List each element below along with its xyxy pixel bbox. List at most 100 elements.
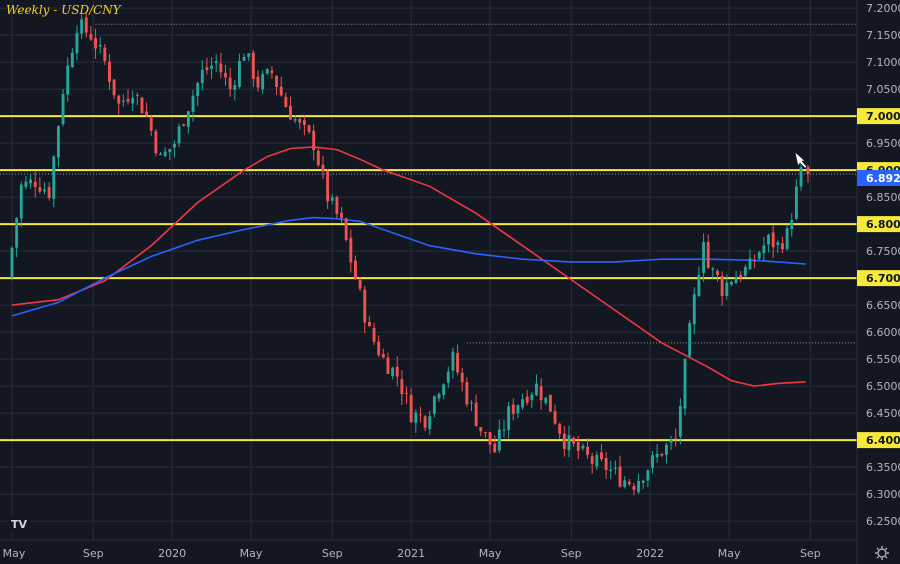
candle-117[interactable] <box>553 404 557 425</box>
candle-154[interactable] <box>725 274 729 300</box>
candle-132[interactable] <box>623 476 627 489</box>
candle-52[interactable] <box>251 50 255 87</box>
candle-10[interactable] <box>56 125 60 168</box>
candle-82[interactable] <box>391 366 395 380</box>
candle-88[interactable] <box>419 406 422 423</box>
candle-153[interactable] <box>720 271 724 306</box>
candle-20[interactable] <box>103 44 107 65</box>
candle-67[interactable] <box>321 156 325 179</box>
candle-33[interactable] <box>163 147 167 158</box>
candle-66[interactable] <box>316 147 320 168</box>
candle-57[interactable] <box>275 75 278 95</box>
candle-145[interactable] <box>683 358 687 416</box>
candle-25[interactable] <box>126 89 130 105</box>
candle-37[interactable] <box>182 123 186 127</box>
candle-83[interactable] <box>395 356 399 387</box>
candle-43[interactable] <box>210 57 214 79</box>
candle-94[interactable] <box>446 366 450 389</box>
candle-124[interactable] <box>586 438 589 459</box>
candle-116[interactable] <box>548 394 552 412</box>
candle-144[interactable] <box>678 398 682 445</box>
candle-122[interactable] <box>576 435 580 460</box>
candle-109[interactable] <box>516 404 520 419</box>
candle-119[interactable] <box>562 425 566 457</box>
candle-6[interactable] <box>38 176 42 194</box>
candle-72[interactable] <box>344 217 348 242</box>
candle-46[interactable] <box>224 64 227 86</box>
candle-167[interactable] <box>785 224 789 251</box>
candle-105[interactable] <box>497 419 501 454</box>
candle-1[interactable] <box>15 217 19 258</box>
candle-35[interactable] <box>173 140 176 158</box>
candle-68[interactable] <box>326 169 330 209</box>
candle-107[interactable] <box>507 402 511 439</box>
candle-123[interactable] <box>581 443 585 451</box>
candle-161[interactable] <box>757 250 761 261</box>
candle-113[interactable] <box>535 374 538 397</box>
candle-162[interactable] <box>762 236 766 262</box>
candle-42[interactable] <box>205 57 209 75</box>
candle-64[interactable] <box>307 124 311 135</box>
candle-169[interactable] <box>794 179 798 221</box>
candle-15[interactable] <box>80 14 84 40</box>
candle-31[interactable] <box>154 128 158 157</box>
candle-62[interactable] <box>298 116 302 130</box>
candle-108[interactable] <box>511 398 515 421</box>
candle-104[interactable] <box>493 435 497 454</box>
candle-59[interactable] <box>284 92 288 108</box>
candle-152[interactable] <box>716 268 719 282</box>
candle-142[interactable] <box>669 435 673 450</box>
candle-47[interactable] <box>228 67 232 97</box>
candle-30[interactable] <box>149 114 153 136</box>
candle-73[interactable] <box>349 229 353 273</box>
candle-129[interactable] <box>609 460 613 480</box>
candle-98[interactable] <box>465 377 469 407</box>
candle-4[interactable] <box>29 173 33 189</box>
candle-5[interactable] <box>33 171 37 198</box>
candle-143[interactable] <box>674 428 678 447</box>
candle-159[interactable] <box>748 249 752 271</box>
candle-125[interactable] <box>590 452 594 474</box>
candle-11[interactable] <box>61 88 65 127</box>
time-axis[interactable]: May Sep 2020 May Sep 2021 May Sep 2022 May Sep <box>0 539 857 560</box>
candle-12[interactable] <box>66 57 70 102</box>
candle-90[interactable] <box>428 410 432 435</box>
candle-93[interactable] <box>442 383 446 400</box>
candle-140[interactable] <box>660 453 664 458</box>
candle-41[interactable] <box>200 60 204 91</box>
candle-150[interactable] <box>706 234 710 269</box>
candle-135[interactable] <box>637 473 641 494</box>
candle-22[interactable] <box>112 79 116 100</box>
candle-2[interactable] <box>19 181 23 227</box>
candle-7[interactable] <box>43 182 46 195</box>
candle-0[interactable] <box>10 246 14 281</box>
candle-55[interactable] <box>265 68 269 76</box>
candle-147[interactable] <box>692 287 696 335</box>
candle-106[interactable] <box>502 419 506 438</box>
candle-79[interactable] <box>377 335 381 358</box>
candle-29[interactable] <box>145 102 149 117</box>
candle-133[interactable] <box>627 479 631 486</box>
candle-39[interactable] <box>191 89 195 122</box>
candle-63[interactable] <box>302 115 306 136</box>
candle-118[interactable] <box>558 422 562 440</box>
candle-156[interactable] <box>734 270 738 284</box>
candle-70[interactable] <box>335 195 339 219</box>
candle-84[interactable] <box>400 370 404 405</box>
candle-38[interactable] <box>186 110 190 134</box>
candle-21[interactable] <box>108 54 111 90</box>
candle-24[interactable] <box>121 94 125 107</box>
candle-95[interactable] <box>451 347 455 379</box>
candle-110[interactable] <box>521 393 524 411</box>
candle-53[interactable] <box>256 70 260 92</box>
candle-58[interactable] <box>279 76 283 97</box>
candle-103[interactable] <box>488 431 492 454</box>
candle-139[interactable] <box>655 443 659 463</box>
candle-111[interactable] <box>525 389 529 406</box>
candle-101[interactable] <box>479 427 483 437</box>
candle-100[interactable] <box>474 394 478 427</box>
candle-14[interactable] <box>75 25 79 61</box>
candle-69[interactable] <box>330 193 334 205</box>
candle-160[interactable] <box>753 254 757 268</box>
